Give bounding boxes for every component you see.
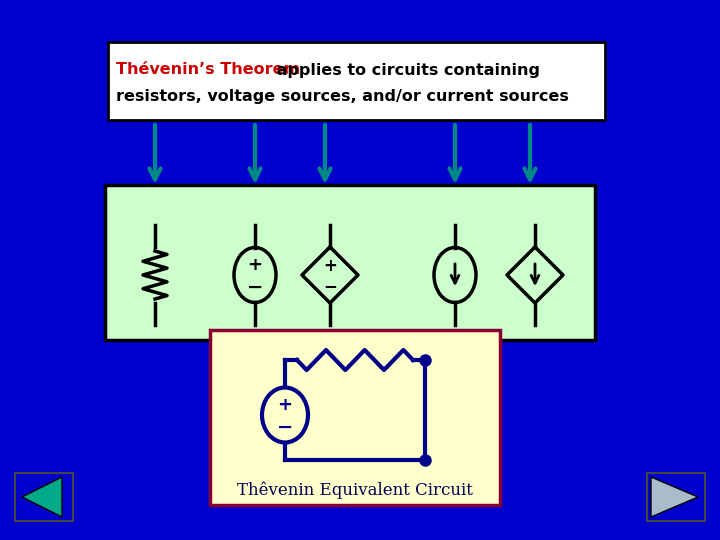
FancyBboxPatch shape — [108, 42, 605, 120]
Text: resistors, voltage sources, and/or current sources: resistors, voltage sources, and/or curre… — [116, 89, 569, 104]
Polygon shape — [651, 477, 698, 517]
Text: Thêvenin Equivalent Circuit: Thêvenin Equivalent Circuit — [237, 481, 473, 499]
FancyBboxPatch shape — [15, 473, 73, 521]
Text: +: + — [277, 396, 292, 414]
Text: −: − — [323, 277, 337, 295]
Text: −: − — [276, 417, 293, 436]
Text: applies to circuits containing: applies to circuits containing — [271, 63, 540, 78]
Polygon shape — [22, 477, 62, 517]
FancyBboxPatch shape — [105, 185, 595, 340]
Text: Thévenin’s Theorem: Thévenin’s Theorem — [116, 63, 300, 78]
Text: +: + — [248, 256, 263, 274]
FancyBboxPatch shape — [210, 330, 500, 505]
Text: −: − — [247, 278, 264, 296]
FancyBboxPatch shape — [647, 473, 705, 521]
Text: +: + — [323, 257, 337, 275]
